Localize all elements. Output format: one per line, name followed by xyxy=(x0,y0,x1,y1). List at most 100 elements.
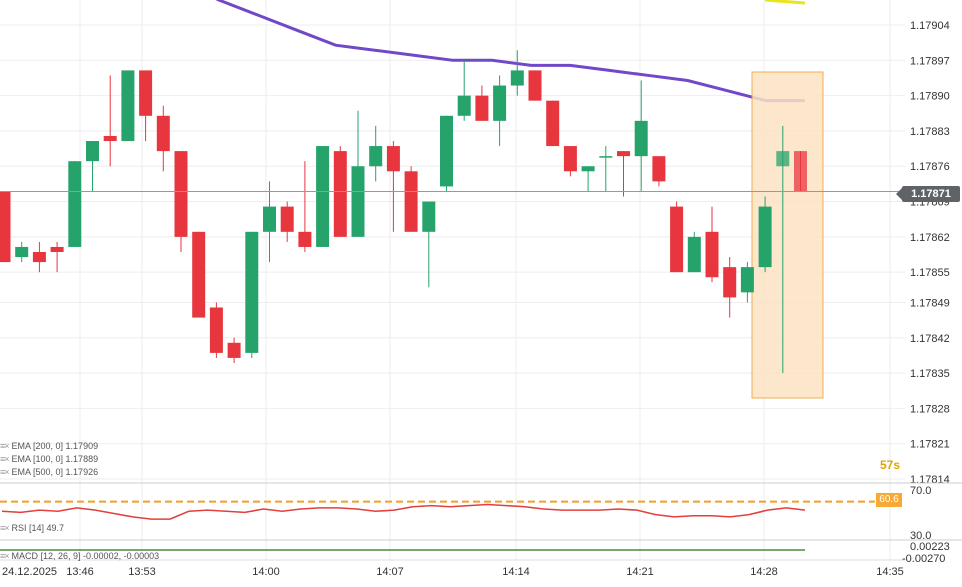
settings-icon[interactable]: ≡× xyxy=(0,523,9,533)
candle xyxy=(599,146,613,192)
candle xyxy=(245,231,259,358)
settings-icon[interactable]: ≡× xyxy=(0,454,9,464)
candle-body xyxy=(139,70,153,116)
candle xyxy=(528,70,542,101)
candle-body xyxy=(209,307,223,353)
candle-body xyxy=(369,146,383,167)
candle-body xyxy=(86,141,99,162)
price-tick-label: 1.17842 xyxy=(910,333,950,345)
time-axis: 24.12.2025 13:46 13:53 14:00 14:07 14:14 14:21… xyxy=(2,566,904,578)
candle-body xyxy=(298,231,312,247)
settings-icon[interactable]: ≡× xyxy=(0,441,9,451)
candle-body xyxy=(776,151,790,167)
candle xyxy=(404,166,418,232)
candle-body xyxy=(687,236,701,273)
candle-body xyxy=(794,151,807,192)
legend-macd[interactable]: ≡× MACD [12, 26, 9] -0.00002, -0.00003 xyxy=(0,551,159,561)
legend-rsi-label: RSI [14] 49.7 xyxy=(11,523,65,533)
candle xyxy=(50,241,64,273)
legend-ema500[interactable]: ≡× EMA [500, 0] 1.17926 xyxy=(0,467,98,477)
chart-grid xyxy=(0,0,905,561)
candle-body xyxy=(581,166,595,172)
candle xyxy=(581,166,595,192)
time-tick-label: 14:07 xyxy=(376,566,404,578)
candle-body xyxy=(528,70,542,101)
rsi-upper-label: 70.0 xyxy=(910,485,932,497)
time-tick-label: 14:21 xyxy=(626,566,654,578)
ema-line xyxy=(215,0,806,103)
candle-body xyxy=(670,206,684,273)
candle xyxy=(121,70,135,142)
price-tick-label: 1.17828 xyxy=(910,403,950,415)
legend-ema100-label: EMA [100, 0] 1.17889 xyxy=(11,454,99,464)
candle-body xyxy=(546,100,560,147)
time-tick-label: 14:35 xyxy=(876,566,904,578)
macd-pane xyxy=(0,539,962,551)
legend-ema200[interactable]: ≡× EMA [200, 0] 1.17909 xyxy=(0,441,98,451)
candle xyxy=(493,75,507,147)
rsi-lower-label: 30.0 xyxy=(910,530,932,542)
candle xyxy=(139,70,153,142)
candle-body xyxy=(333,151,347,237)
time-tick-label: 14:14 xyxy=(502,566,530,578)
candle xyxy=(563,146,577,177)
candle-body xyxy=(32,252,46,263)
candle xyxy=(776,125,790,374)
legend-ema200-label: EMA [200, 0] 1.17909 xyxy=(11,441,99,451)
candle-body xyxy=(351,166,365,237)
candle xyxy=(0,191,11,263)
candle xyxy=(192,231,206,318)
time-tick-label: 13:46 xyxy=(66,566,94,578)
candle xyxy=(386,141,400,232)
candle-body xyxy=(121,70,135,142)
price-tick-label: 1.17835 xyxy=(910,368,950,380)
candle xyxy=(546,100,560,147)
price-tick-label: 1.17855 xyxy=(910,267,950,279)
candle-body xyxy=(740,267,754,293)
time-tick-label: 14:00 xyxy=(252,566,280,578)
candle xyxy=(510,50,524,96)
candle-body xyxy=(510,70,524,86)
candle-body xyxy=(192,231,206,318)
candle-body xyxy=(493,85,507,121)
candle-body xyxy=(103,135,117,142)
candle xyxy=(103,75,117,167)
candle-countdown: 57s xyxy=(880,458,901,472)
price-tick-label: 1.17883 xyxy=(910,126,950,138)
legend-rsi[interactable]: ≡× RSI [14] 49.7 xyxy=(0,523,64,533)
candle-body xyxy=(174,151,188,237)
candle xyxy=(316,146,330,247)
candle-body xyxy=(723,267,737,298)
price-tick-label: 1.17876 xyxy=(910,161,950,173)
candle xyxy=(670,201,684,273)
candle xyxy=(687,231,701,273)
candle xyxy=(32,241,46,273)
candle xyxy=(369,125,383,182)
candle xyxy=(209,302,223,358)
candle xyxy=(422,201,436,288)
candle xyxy=(723,257,737,318)
candle-body xyxy=(617,151,630,157)
legend-ema100[interactable]: ≡× EMA [100, 0] 1.17889 xyxy=(0,454,98,464)
candle-body xyxy=(280,206,294,232)
candle-body xyxy=(15,246,29,258)
candle xyxy=(794,151,807,192)
candle-body xyxy=(563,146,577,172)
rsi-level-tag: 60.6 xyxy=(876,493,902,507)
settings-icon[interactable]: ≡× xyxy=(0,467,9,477)
rsi-pane xyxy=(0,482,962,520)
candle-body xyxy=(386,146,400,172)
candle xyxy=(15,241,29,263)
settings-icon[interactable]: ≡× xyxy=(0,551,9,561)
time-tick-label: 13:53 xyxy=(128,566,156,578)
candle xyxy=(475,85,489,121)
candle xyxy=(634,80,648,192)
candle-body xyxy=(156,115,170,152)
candle-body xyxy=(758,206,772,268)
candle xyxy=(280,201,294,242)
candle xyxy=(457,60,471,121)
candle xyxy=(351,110,365,237)
current-price-tag: 1.17871 xyxy=(896,186,960,202)
candle-body xyxy=(263,206,276,232)
